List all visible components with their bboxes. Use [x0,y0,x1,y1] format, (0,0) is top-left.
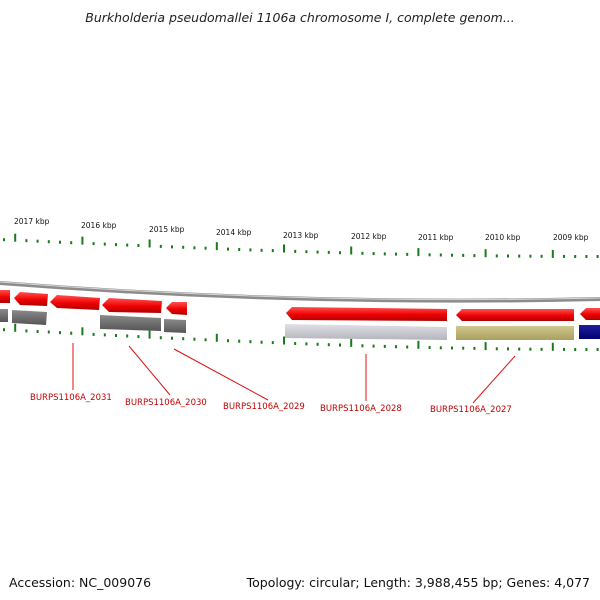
gene-arrow[interactable] [286,307,447,321]
gene-labels: BURPS1106A_2031 BURPS1106A_2030 BURPS110… [30,393,512,415]
feature-block[interactable] [100,315,161,331]
gene-arrow[interactable] [0,290,10,303]
gene-label[interactable]: BURPS1106A_2029 [223,402,305,412]
gene-arrow[interactable] [456,309,574,321]
feature-block[interactable] [12,310,47,325]
feature-block[interactable] [164,319,186,333]
gene-arrow[interactable] [580,308,600,320]
kbp-scale: 2017 kbp 2016 kbp 2015 kbp 2014 kbp 2013… [14,217,589,242]
gene-arrow[interactable] [14,292,48,306]
gene-label[interactable]: BURPS1106A_2031 [30,393,112,403]
feature-block[interactable] [0,309,8,322]
kbp-label: 2017 kbp [14,217,50,226]
lower-tick-row [3,323,599,351]
chromosome-backbone [0,281,600,303]
upper-tick-row [3,233,599,258]
gene-arrow[interactable] [50,295,100,310]
kbp-label: 2015 kbp [149,225,185,234]
genome-summary-text: Topology: circular; Length: 3,988,455 bp… [246,575,590,590]
chromosome-backbone-highlight [0,281,600,301]
gene-arrow[interactable] [166,302,187,315]
leader-line [128,345,171,396]
kbp-label: 2010 kbp [485,233,521,242]
accession-text: Accession: NC_009076 [9,575,152,590]
feature-blocks [0,309,600,340]
gene-arrows [0,290,600,321]
gene-label[interactable]: BURPS1106A_2028 [320,404,402,414]
kbp-label: 2014 kbp [216,228,252,237]
feature-block[interactable] [285,324,447,340]
gene-label[interactable]: BURPS1106A_2030 [125,398,207,408]
kbp-label: 2012 kbp [351,232,387,241]
gene-label[interactable]: BURPS1106A_2027 [430,405,512,415]
leader-lines [72,343,516,404]
genome-title: Burkholderia pseudomallei 1106a chromoso… [85,10,515,25]
leader-line [173,348,269,401]
kbp-label: 2011 kbp [418,233,454,242]
kbp-label: 2016 kbp [81,221,117,230]
feature-block[interactable] [579,325,600,339]
kbp-label: 2009 kbp [553,233,589,242]
leader-line [472,355,516,404]
gene-arrow[interactable] [102,298,162,313]
feature-block[interactable] [456,326,574,340]
kbp-label: 2013 kbp [283,231,319,240]
